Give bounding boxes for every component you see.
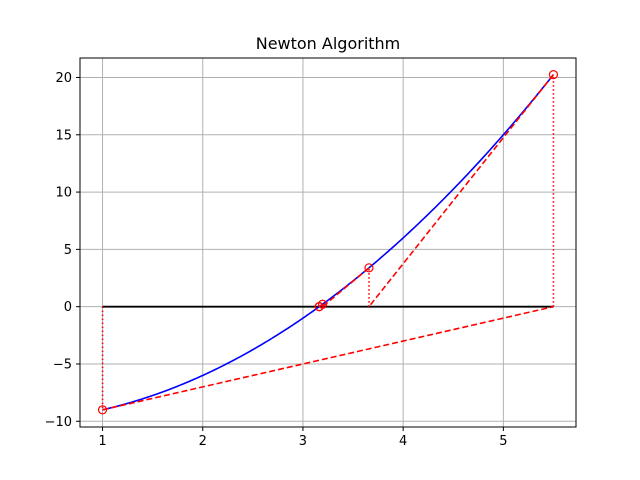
x-tick-label: 3 bbox=[299, 434, 307, 449]
function-curve bbox=[102, 74, 555, 411]
iterate-marker bbox=[97, 405, 108, 415]
plot-area bbox=[97, 70, 559, 415]
y-tick-label: 20 bbox=[55, 71, 72, 86]
iterate-marker bbox=[548, 70, 559, 80]
x-tick-label: 4 bbox=[399, 434, 407, 449]
tangent-line bbox=[322, 267, 370, 308]
x-tick-label: 2 bbox=[199, 434, 207, 449]
y-tick-label: 5 bbox=[64, 243, 72, 258]
y-tick-label: 10 bbox=[55, 186, 72, 201]
iterate-marker bbox=[314, 302, 324, 312]
grid-lines bbox=[80, 58, 576, 427]
iterate-marker bbox=[364, 263, 374, 273]
tangent-line bbox=[102, 305, 554, 411]
y-tick-label: −5 bbox=[53, 357, 72, 372]
tick-group: 1 2 3 4 5 −10 −5 0 5 10 15 20 bbox=[45, 71, 508, 449]
y-tick-label: 0 bbox=[64, 300, 72, 315]
chart-title: Newton Algorithm bbox=[256, 34, 401, 53]
y-tick-label: 15 bbox=[55, 128, 72, 143]
axes-frame bbox=[79, 57, 577, 428]
tangent-line bbox=[368, 74, 555, 308]
x-tick-label: 5 bbox=[499, 434, 507, 449]
y-tick-label: −10 bbox=[45, 415, 72, 430]
tangent-line bbox=[318, 303, 324, 308]
x-tick-label: 1 bbox=[98, 434, 106, 449]
